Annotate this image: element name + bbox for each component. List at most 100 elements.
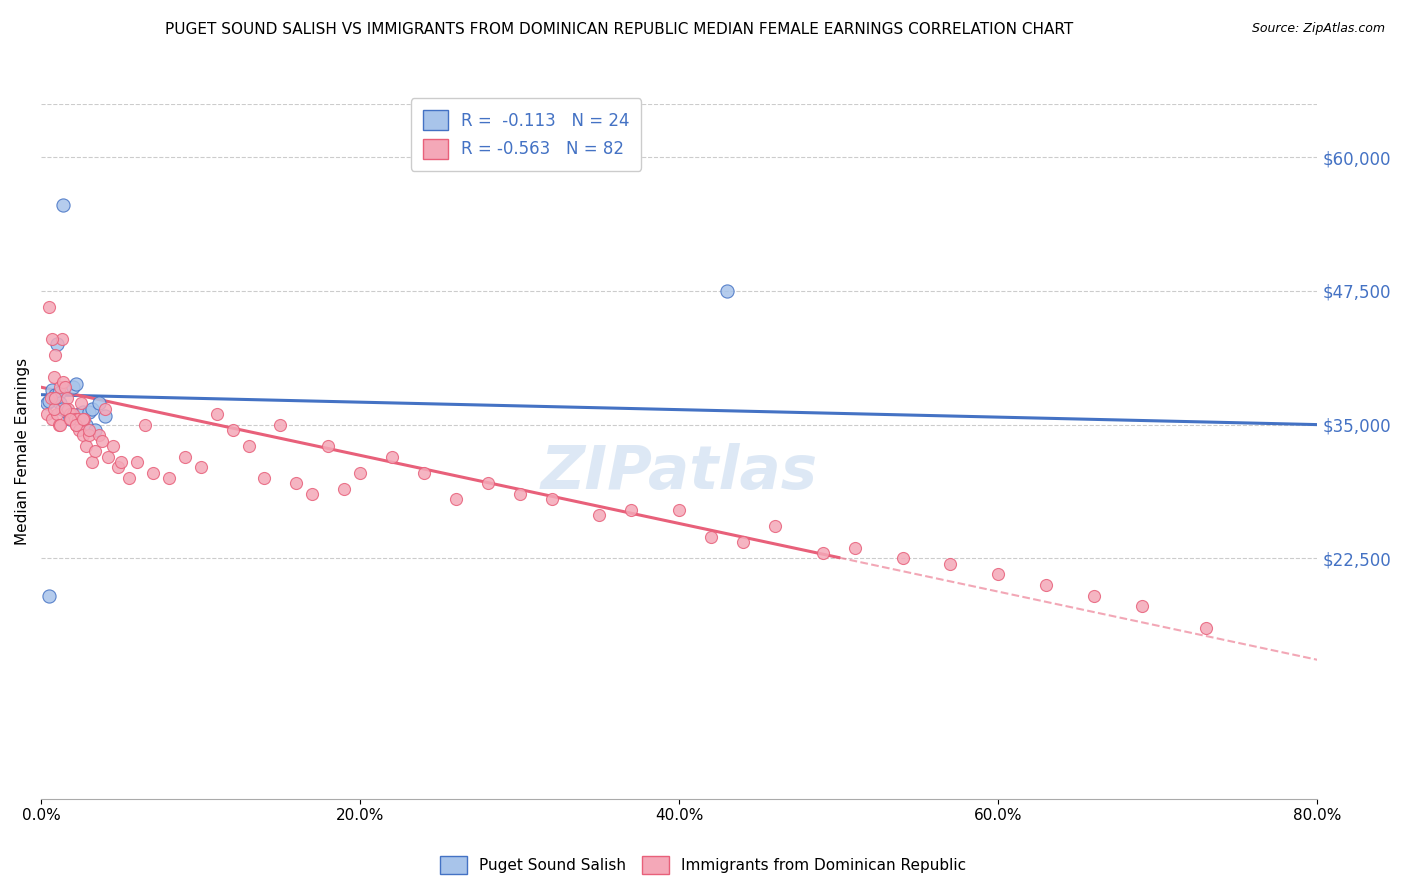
Point	[41, 332, 63, 346]
Point	[716, 284, 738, 298]
Point	[42, 401, 65, 416]
Point	[65, 417, 87, 432]
Point	[38, 300, 60, 314]
Point	[70, 396, 93, 410]
Point	[87, 396, 110, 410]
Point	[939, 557, 962, 571]
Point	[44, 391, 66, 405]
Text: ZIPatlas: ZIPatlas	[541, 442, 818, 501]
Point	[1195, 621, 1218, 635]
Point	[110, 455, 132, 469]
Point	[316, 439, 339, 453]
Point	[55, 391, 77, 405]
Point	[77, 405, 100, 419]
Point	[49, 396, 72, 410]
Point	[477, 476, 499, 491]
Point	[55, 405, 77, 419]
Point	[53, 380, 76, 394]
Point	[94, 401, 117, 416]
Point	[75, 439, 97, 453]
Point	[84, 423, 107, 437]
Point	[59, 412, 82, 426]
Point	[700, 530, 723, 544]
Point	[65, 376, 87, 391]
Point	[891, 551, 914, 566]
Point	[190, 460, 212, 475]
Point	[540, 492, 562, 507]
Point	[52, 198, 75, 212]
Point	[238, 439, 260, 453]
Point	[39, 391, 62, 405]
Point	[101, 439, 124, 453]
Point	[205, 407, 228, 421]
Point	[72, 412, 94, 426]
Point	[37, 407, 59, 421]
Point	[41, 412, 63, 426]
Point	[59, 407, 82, 421]
Point	[269, 417, 291, 432]
Point	[44, 348, 66, 362]
Point	[811, 546, 834, 560]
Point	[77, 423, 100, 437]
Point	[38, 589, 60, 603]
Point	[46, 337, 69, 351]
Point	[84, 444, 107, 458]
Point	[72, 405, 94, 419]
Point	[381, 450, 404, 464]
Point	[73, 412, 96, 426]
Point	[125, 455, 148, 469]
Point	[90, 434, 112, 448]
Point	[333, 482, 356, 496]
Point	[588, 508, 610, 523]
Point	[59, 412, 82, 426]
Text: PUGET SOUND SALISH VS IMMIGRANTS FROM DOMINICAN REPUBLIC MEDIAN FEMALE EARNINGS : PUGET SOUND SALISH VS IMMIGRANTS FROM DO…	[165, 22, 1073, 37]
Point	[72, 428, 94, 442]
Point	[44, 387, 66, 401]
Point	[75, 417, 97, 432]
Text: Source: ZipAtlas.com: Source: ZipAtlas.com	[1251, 22, 1385, 36]
Point	[52, 375, 75, 389]
Point	[173, 450, 195, 464]
Point	[1083, 589, 1105, 603]
Legend: R =  -0.113   N = 24, R = -0.563   N = 82: R = -0.113 N = 24, R = -0.563 N = 82	[411, 98, 641, 170]
Point	[763, 519, 786, 533]
Point	[53, 401, 76, 416]
Point	[221, 423, 243, 437]
Point	[620, 503, 643, 517]
Point	[285, 476, 308, 491]
Point	[48, 385, 70, 400]
Point	[63, 412, 86, 426]
Point	[58, 401, 80, 416]
Point	[49, 380, 72, 394]
Point	[301, 487, 323, 501]
Point	[413, 466, 436, 480]
Point	[118, 471, 141, 485]
Point	[82, 455, 104, 469]
Point	[41, 384, 63, 398]
Point	[731, 535, 754, 549]
Point	[107, 460, 129, 475]
Legend: Puget Sound Salish, Immigrants from Dominican Republic: Puget Sound Salish, Immigrants from Domi…	[433, 850, 973, 880]
Point	[48, 417, 70, 432]
Point	[62, 407, 84, 421]
Point	[94, 409, 117, 423]
Point	[844, 541, 866, 555]
Point	[82, 401, 104, 416]
Point	[65, 417, 87, 432]
Point	[1130, 599, 1153, 614]
Point	[37, 396, 59, 410]
Point	[157, 471, 180, 485]
Point	[87, 428, 110, 442]
Point	[42, 369, 65, 384]
Point	[77, 428, 100, 442]
Point	[987, 567, 1010, 582]
Point	[62, 380, 84, 394]
Point	[1035, 578, 1057, 592]
Point	[142, 466, 165, 480]
Point	[49, 417, 72, 432]
Point	[51, 401, 73, 416]
Point	[42, 391, 65, 405]
Point	[38, 394, 60, 409]
Point	[509, 487, 531, 501]
Point	[46, 407, 69, 421]
